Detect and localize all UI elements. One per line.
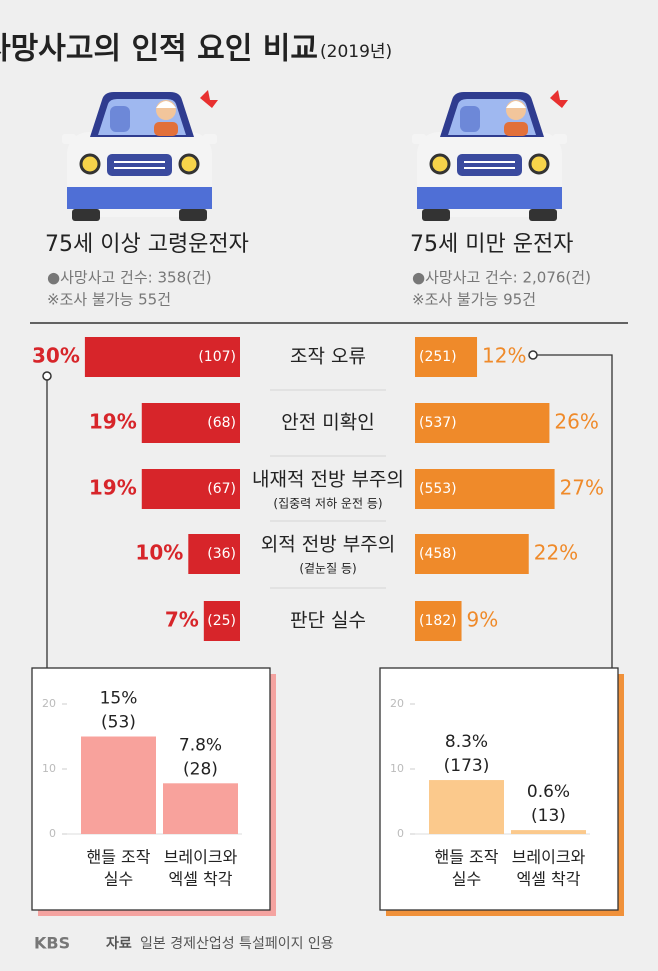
value-label: 15% [100,689,138,709]
group-note: ●사망사고 건수: 2,076(건) [412,269,591,287]
value-label: 8.3% [445,732,488,752]
y-tick-label: 0 [397,827,404,840]
value-label: 10% [135,541,183,565]
category-note: (곁눈질 등) [299,562,356,576]
x-tick-label: 실수 [452,870,481,889]
source-label: 자료 [106,936,132,952]
count-label: (67) [207,481,236,497]
count-label: (68) [207,415,236,431]
y-tick-label: 20 [42,697,56,710]
subtitle: (2019년) [320,42,392,62]
count-label: (28) [183,759,218,779]
value-label: 12% [482,344,526,368]
bar [415,534,529,574]
bar [81,736,156,834]
logo: KBS [34,934,70,953]
value-label: 7.8% [179,735,222,755]
x-tick-label: 실수 [104,870,133,889]
group-note: ●사망사고 건수: 358(건) [47,269,212,287]
value-label: 22% [534,541,578,565]
y-tick-label: 10 [42,762,56,775]
connector-dot [42,371,52,381]
car-illustration [410,88,570,223]
value-label: 7% [165,608,199,632]
bar [415,601,462,641]
category-label: 외적 전방 부주의 [261,534,395,556]
count-label: (53) [101,713,136,733]
category-label: 판단 실수 [290,610,366,632]
count-label: (537) [419,415,457,431]
category-note: (집중력 저하 운전 등) [273,497,382,511]
value-label: 27% [560,476,604,500]
count-label: (458) [419,546,457,562]
bar [141,469,240,509]
group-title: 75세 이상 고령운전자 [45,232,249,257]
bar [84,337,241,377]
count-label: (107) [198,349,236,365]
count-label: (25) [207,613,236,629]
y-tick-label: 20 [390,697,404,710]
count-label: (182) [419,613,457,629]
bar [188,534,240,574]
y-tick-label: 0 [49,827,56,840]
bar [511,830,586,834]
category-label: 안전 미확인 [281,412,374,434]
bar [203,601,240,641]
count-label: (251) [419,349,457,365]
x-tick-label: 엑셀 착각 [169,870,233,889]
source: 일본 경제산업성 특설페이지 인용 [140,936,334,952]
category-label: 조작 오류 [290,346,366,368]
title: 사망사고의 인적 요인 비교 [0,32,318,67]
connector [533,354,613,668]
value-label: 0.6% [527,782,570,802]
bar [415,469,555,509]
value-label: 30% [32,344,80,368]
category-label: 내재적 전방 부주의 [252,469,404,491]
y-tick-label: 10 [390,762,404,775]
value-label: 26% [554,410,598,434]
count-label: (13) [531,806,566,826]
x-tick-label: 핸들 조작 [87,848,151,867]
value-label: 9% [467,608,499,632]
count-label: (553) [419,481,457,497]
group-note: ※조사 불가능 95건 [412,291,536,309]
group-title: 75세 미만 운전자 [410,232,573,257]
x-tick-label: 브레이크와 [512,848,586,867]
count-label: (173) [444,756,490,776]
car-illustration [60,88,220,223]
bar [415,337,478,377]
value-label: 19% [89,410,137,434]
x-tick-label: 핸들 조작 [435,848,499,867]
bar [141,403,240,443]
bar [429,780,504,834]
x-tick-label: 엑셀 착각 [517,870,581,889]
count-label: (36) [207,546,236,562]
bar [163,783,238,834]
group-note: ※조사 불가능 55건 [47,291,171,309]
x-tick-label: 브레이크와 [164,848,238,867]
value-label: 19% [89,476,137,500]
connector-dot [528,350,538,360]
bar [415,403,550,443]
